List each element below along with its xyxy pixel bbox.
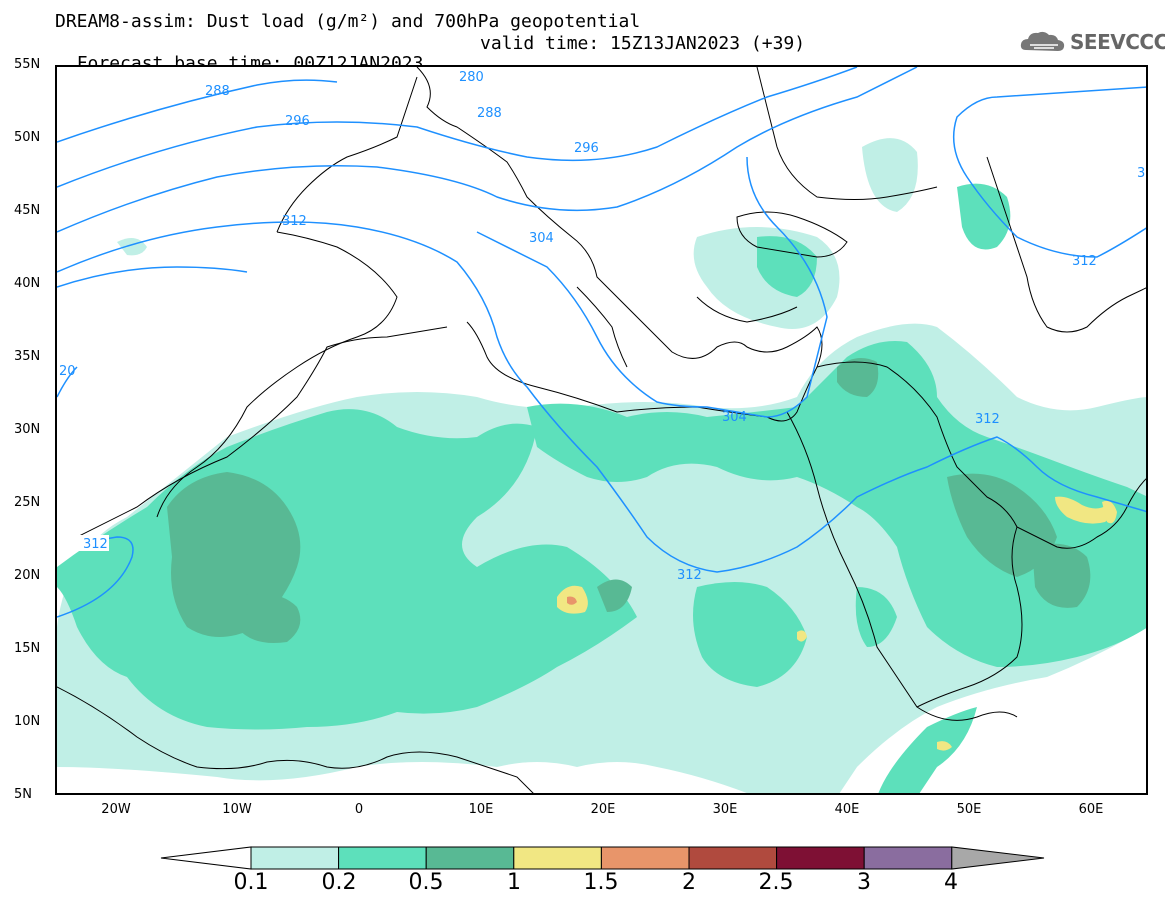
lat-label: 55N (14, 57, 41, 72)
colorbar-segment (338, 846, 427, 870)
contour-label: 312 (975, 412, 1000, 427)
contour-label: 312 (677, 568, 702, 583)
seevccc-logo: SEEVCCC (1018, 26, 1165, 56)
colorbar-tick: 2.5 (758, 870, 794, 895)
lon-label: 20E (590, 802, 616, 817)
lon-label: 60E (1078, 802, 1104, 817)
contour-label: 3 (1137, 166, 1145, 181)
lon-label: 0 (354, 802, 364, 817)
lat-label: 10N (14, 714, 41, 729)
lat-label: 45N (14, 203, 41, 218)
contour-labels: 288 280 288 296 296 304 304 312 312 312 … (59, 70, 1145, 583)
lat-label: 50N (14, 130, 41, 145)
contour-label: 296 (574, 141, 599, 156)
cloud-logo-icon (1020, 31, 1065, 51)
colorbar-under-arrow (160, 846, 252, 870)
lat-label: 25N (14, 495, 41, 510)
lon-label: 20W (101, 802, 131, 817)
dust-shading-dark (167, 358, 1091, 643)
colorbar (160, 846, 1045, 870)
colorbar-segment (513, 846, 602, 870)
colorbar-segment (425, 846, 515, 870)
valid-time: valid time: 15Z13JAN2023 (+39) (480, 33, 806, 54)
contour-label: 312 (1072, 254, 1097, 269)
contour-label: 296 (285, 114, 310, 129)
lon-label: 50E (956, 802, 982, 817)
colorbar-tick: 4 (944, 870, 958, 895)
coastlines (57, 67, 1146, 793)
lon-label: 30E (712, 802, 738, 817)
map-title: DREAM8-assim: Dust load (g/m²) and 700hP… (55, 11, 641, 32)
geopotential-contours (57, 67, 1146, 618)
contour-label: 288 (205, 84, 230, 99)
lon-label: 10E (468, 802, 494, 817)
lat-label: 40N (14, 276, 41, 291)
dust-map: 288 280 288 296 296 304 304 312 312 312 … (55, 65, 1148, 795)
contour-label: 304 (529, 231, 554, 246)
dust-shading-peak (567, 596, 577, 605)
lat-label: 20N (14, 568, 41, 583)
colorbar-over-arrow (951, 846, 1045, 870)
map-canvas: 288 280 288 296 296 304 304 312 312 312 … (57, 67, 1146, 793)
colorbar-tick: 3 (857, 870, 871, 895)
colorbar-segment (688, 846, 778, 870)
contour-label: 312 (282, 214, 307, 229)
colorbar-segment (776, 846, 865, 870)
colorbar-tick: 1.5 (583, 870, 619, 895)
colorbar-tick: 0.2 (321, 870, 357, 895)
lon-label: 10W (222, 802, 252, 817)
contour-label: 304 (722, 410, 747, 425)
lat-label: 5N (14, 787, 32, 802)
colorbar-segment (250, 846, 340, 870)
colorbar-segment (600, 846, 690, 870)
contour-label: 20 (59, 364, 76, 379)
contour-label: 280 (459, 70, 484, 85)
colorbar-tick: 1 (507, 870, 521, 895)
contour-label-312-west: 312 (83, 537, 108, 552)
logo-text: SEEVCCC (1070, 30, 1165, 54)
colorbar-tick: 0.5 (408, 870, 444, 895)
colorbar-tick: 0.1 (233, 870, 269, 895)
lon-label: 40E (834, 802, 860, 817)
lat-label: 15N (14, 641, 41, 656)
lat-label: 30N (14, 422, 41, 437)
contour-label: 288 (477, 106, 502, 121)
colorbar-segment (863, 846, 953, 870)
colorbar-tick: 2 (682, 870, 696, 895)
lat-label: 35N (14, 349, 41, 364)
